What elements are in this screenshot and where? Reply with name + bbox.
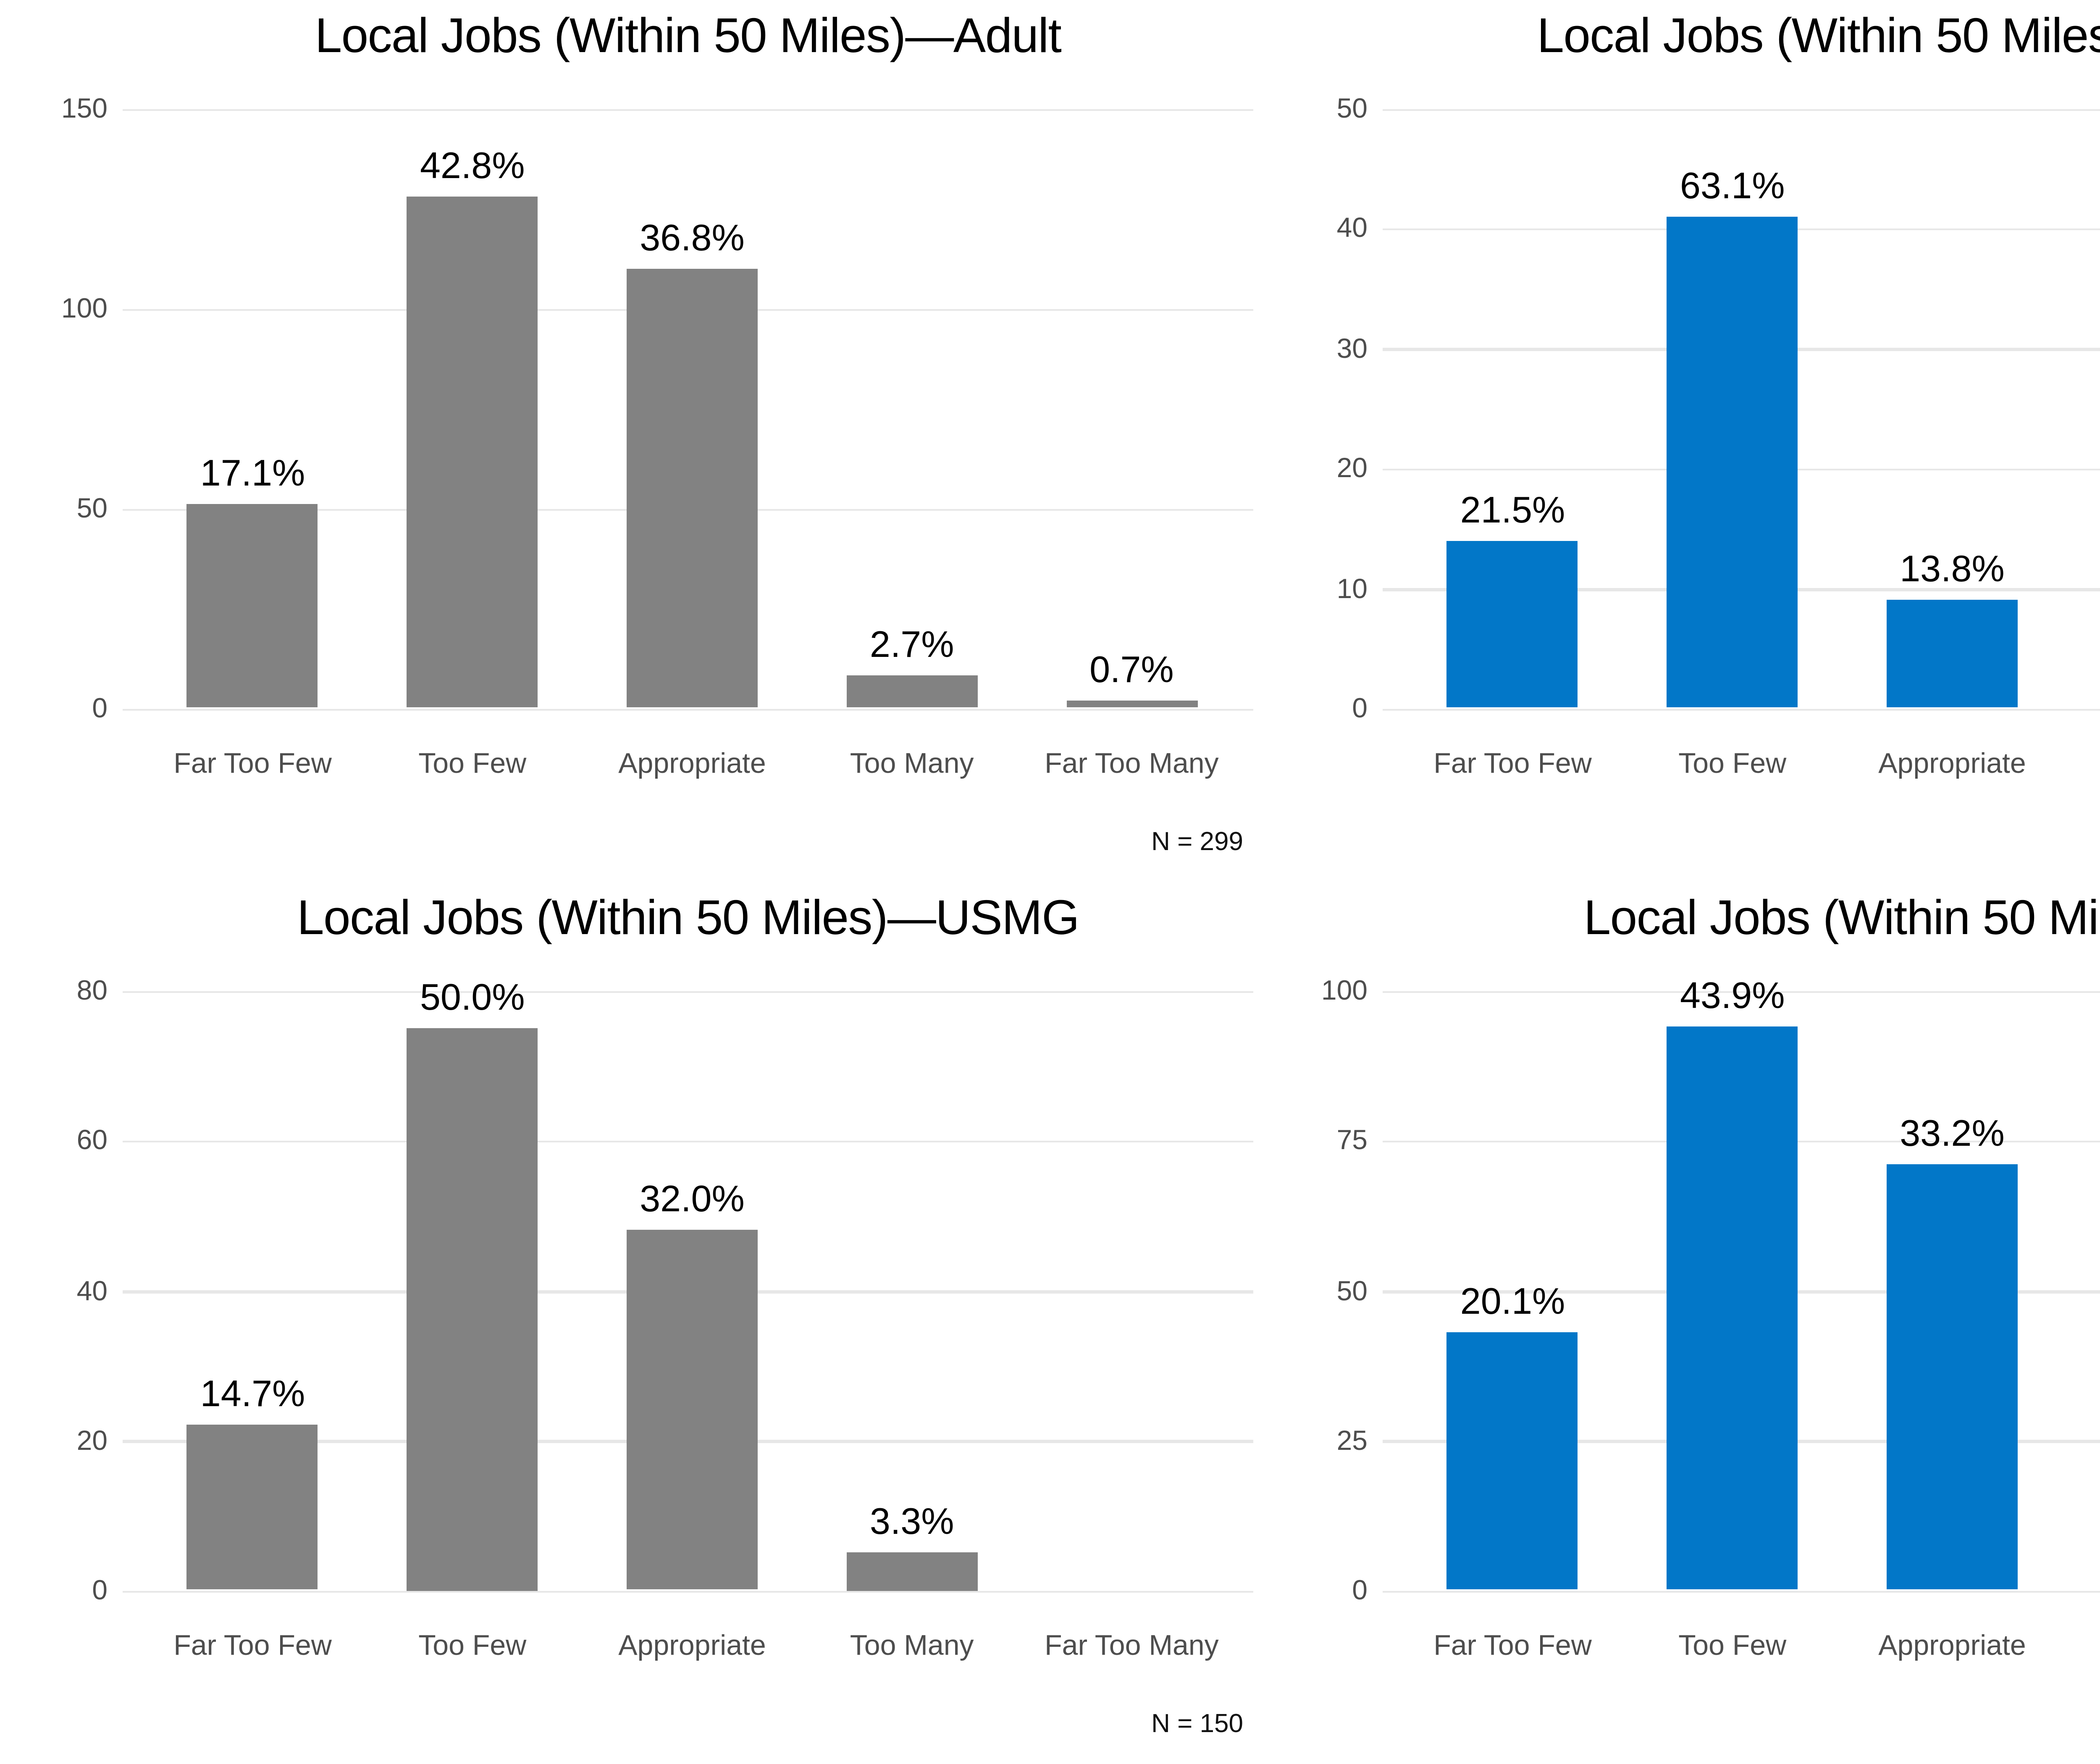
gridline	[1383, 108, 2100, 111]
chart-panel-adult: 0 50 100 150 17.1% Far Too Few 42.8% Too Few 36.…	[0, 0, 1260, 882]
gridline	[1383, 990, 2100, 993]
bar-value-label: 2.7%	[869, 624, 954, 666]
y-axis-tick-label: 75	[1336, 1126, 1368, 1156]
chart-title: Local Jobs (Within 50 Miles)—Adult	[315, 10, 1062, 64]
plot-area: 0 10 20 30 40 50 21.5% Far Too Few 63.1% Too Few 1…	[1260, 0, 2100, 882]
y-axis-tick-label: 0	[1352, 694, 1368, 724]
sample-size-label: N = 214	[1999, 1710, 2100, 1740]
y-axis-tick-label: 40	[1336, 214, 1368, 244]
bar-too-few	[407, 196, 538, 708]
bar-appropriate	[627, 268, 758, 708]
y-axis-tick-label: 0	[92, 694, 108, 724]
bar-far-too-few	[187, 1425, 318, 1590]
gridline	[123, 990, 1253, 993]
bar-value-label: 20.1%	[1460, 1280, 1565, 1322]
bar-far-too-few	[1447, 540, 1578, 708]
x-axis-category-label: Far Too Few	[173, 748, 332, 780]
bar-value-label: 43.9%	[1680, 974, 1785, 1016]
x-axis-category-label: Too Many	[2046, 1628, 2100, 1665]
x-axis-category-label: Far Too Few	[1433, 1630, 1592, 1662]
sample-size-label: N = 150	[1151, 1710, 1243, 1739]
bar-value-label: 42.8%	[420, 144, 525, 186]
x-axis-category-label: Too Many	[850, 748, 974, 780]
x-axis-category-label: Far Too Few	[173, 1630, 332, 1662]
bar-too-few	[407, 1028, 538, 1590]
x-axis-category-label: Appropriate	[618, 1630, 766, 1662]
bar-value-label: 50.0%	[420, 976, 525, 1018]
y-axis-tick-label: 60	[76, 1126, 108, 1156]
x-axis-category-label: Too Few	[418, 748, 527, 780]
y-axis-tick-label: 0	[1352, 1576, 1368, 1606]
bar-value-label: 1.5%	[2054, 642, 2100, 689]
plot-area: 0 20 40 60 80 14.7% Far Too Few 50.0% Too Few 32.…	[0, 882, 1260, 1764]
x-axis-category-label: Too Few	[418, 1630, 527, 1662]
x-axis-category-label: Far Too Few	[1433, 748, 1592, 780]
bar-far-too-few	[1447, 1332, 1578, 1590]
bar-too-many	[846, 676, 978, 708]
gridline	[1383, 708, 2100, 711]
x-axis-category-label: Far Too Many	[1045, 748, 1219, 780]
y-axis-tick-label: 80	[76, 976, 108, 1006]
bar-value-label: 32.0%	[640, 1178, 745, 1221]
x-axis-category-label: Appropriate	[1878, 748, 2026, 780]
x-axis-category-label: Too Many	[850, 1630, 974, 1662]
bar-appropriate	[1887, 600, 2018, 708]
chart-panel-usmg: 0 20 40 60 80 14.7% Far Too Few 50.0% Too Few 32.…	[0, 882, 1260, 1764]
bar-value-label: 13.8%	[1900, 548, 2005, 590]
y-axis-tick-label: 100	[1321, 976, 1368, 1006]
y-axis-tick-label: 40	[76, 1276, 108, 1306]
x-axis-category-label: Appropriate	[618, 748, 766, 780]
bar-value-label: 3.3%	[869, 1500, 954, 1543]
bar-value-label: 1.9%	[2054, 1512, 2100, 1559]
y-axis-tick-label: 20	[76, 1426, 108, 1456]
y-axis-tick-label: 100	[61, 294, 108, 324]
bar-value-label: 21.5%	[1460, 488, 1565, 530]
sample-size-label: N = 65	[1999, 828, 2100, 858]
y-axis-tick-label: 50	[1336, 94, 1368, 124]
gridline	[123, 708, 1253, 711]
bar-too-few	[1667, 1026, 1798, 1590]
y-axis-tick-label: 0	[92, 1576, 108, 1606]
bar-too-few	[1667, 216, 1798, 708]
bar-value-label: 0.7%	[1089, 648, 1174, 690]
y-axis-tick-label: 50	[76, 494, 108, 524]
chart-title: Local Jobs (Within 50 Miles)—USMG	[297, 892, 1079, 946]
bar-value-label: 33.2%	[1900, 1112, 2005, 1155]
gridline	[123, 1590, 1253, 1593]
bar-appropriate	[627, 1230, 758, 1590]
x-axis-category-label: Too Few	[1678, 748, 1787, 780]
y-axis-tick-label: 10	[1336, 574, 1368, 604]
gridline	[123, 1140, 1253, 1143]
bar-value-label: 17.1%	[200, 452, 305, 494]
bar-value-label: 36.8%	[640, 216, 745, 258]
x-axis-category-label: Appropriate	[1878, 1630, 2026, 1662]
chart-title: Local Jobs (Within 50 Miles)—IMG	[1583, 892, 2100, 946]
y-axis-tick-label: 150	[61, 94, 108, 124]
gridline	[1383, 1590, 2100, 1593]
bar-far-too-many	[1066, 700, 1197, 708]
chart-panel-img: 0 25 50 75 100 20.1% Far Too Few 43.9% Too Few 33…	[1260, 882, 2100, 1764]
gridline	[123, 108, 1253, 111]
chart-panel-pediatric: 0 10 20 30 40 50 21.5% Far Too Few 63.1% Too Few 1…	[1260, 0, 2100, 882]
x-axis-category-label: Far Too Many	[1045, 1630, 1219, 1662]
plot-area: 0 25 50 75 100 20.1% Far Too Few 43.9% Too Few 33…	[1260, 882, 2100, 1764]
y-axis-tick-label: 30	[1336, 334, 1368, 365]
plot-area: 0 50 100 150 17.1% Far Too Few 42.8% Too Few 36.…	[0, 0, 1260, 882]
chart-title: Local Jobs (Within 50 Miles)—Pediatric	[1537, 10, 2100, 64]
y-axis-tick-label: 25	[1336, 1426, 1368, 1456]
bar-value-label: 63.1%	[1680, 164, 1785, 206]
y-axis-tick-label: 20	[1336, 454, 1368, 484]
bar-too-many	[846, 1552, 978, 1590]
bar-value-label: 14.7%	[200, 1373, 305, 1415]
x-axis-category-label: Too Few	[1678, 1630, 1787, 1662]
bar-appropriate	[1887, 1164, 2018, 1590]
y-axis-tick-label: 50	[1336, 1276, 1368, 1306]
x-axis-category-label: Too Many	[2046, 746, 2100, 783]
sample-size-label: N = 299	[1151, 828, 1243, 857]
bar-far-too-few	[187, 504, 318, 708]
